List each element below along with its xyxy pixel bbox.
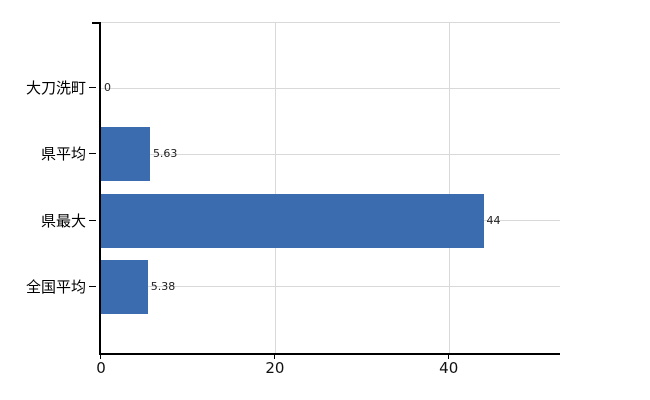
x-axis-tick — [100, 355, 101, 359]
value-label: 5.63 — [152, 147, 178, 161]
bar — [101, 127, 150, 182]
x-axis-tick — [447, 355, 449, 359]
category-label: 大刀洗町 — [25, 79, 86, 98]
x-tick-label: 0 — [96, 359, 106, 377]
x-axis-tick — [273, 355, 275, 359]
y-axis-tick — [89, 153, 96, 155]
plot-top-border — [101, 22, 560, 23]
y-axis-tick — [89, 219, 96, 221]
category-label: 全国平均 — [25, 277, 86, 296]
y-axis-tick — [89, 87, 96, 89]
value-label: 5.38 — [150, 279, 176, 293]
category-label: 県最大 — [40, 211, 86, 230]
category-label: 県平均 — [40, 145, 86, 164]
category-gridline — [101, 87, 560, 89]
category-gridline — [101, 153, 560, 155]
bar — [101, 193, 484, 248]
x-gridline — [448, 22, 450, 353]
x-tick-label: 40 — [439, 359, 459, 377]
x-axis — [99, 353, 560, 355]
category-gridline — [101, 286, 560, 288]
y-axis — [99, 22, 101, 355]
y-axis-tick — [89, 285, 96, 287]
value-label: 0 — [104, 81, 111, 95]
value-label: 44 — [486, 213, 501, 227]
x-gridline — [274, 22, 276, 353]
bar — [101, 259, 148, 314]
x-tick-label: 20 — [265, 359, 285, 377]
y-axis-top-tick — [92, 22, 99, 24]
